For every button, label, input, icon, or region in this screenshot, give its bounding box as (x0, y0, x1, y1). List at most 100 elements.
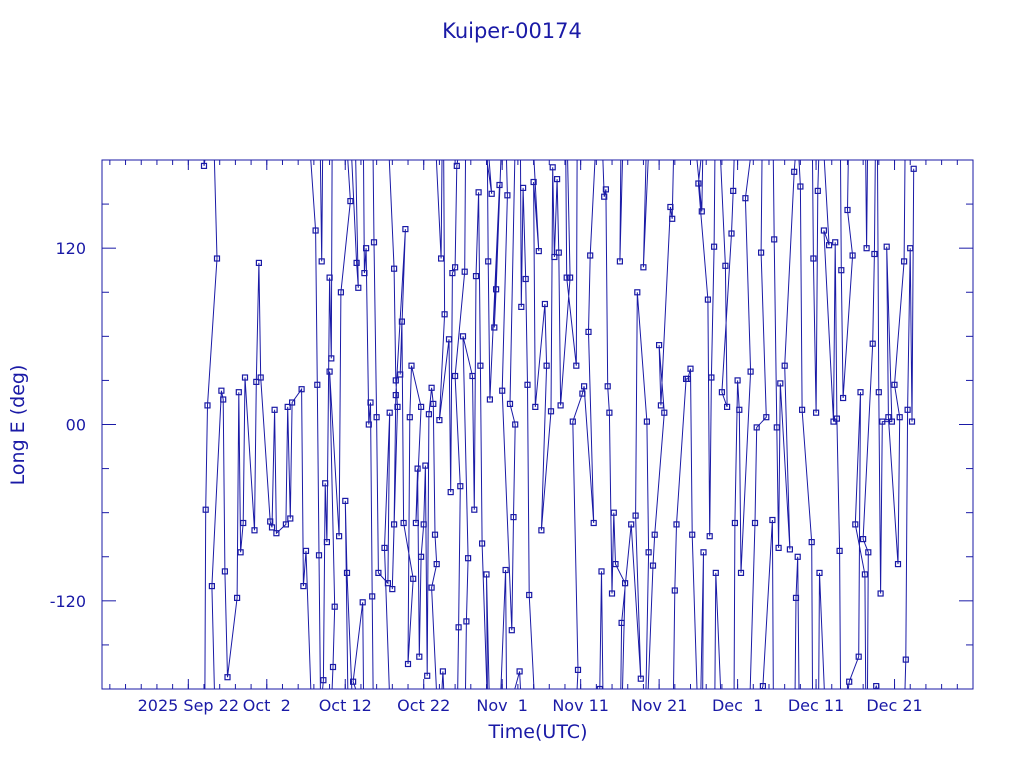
data-point (508, 627, 515, 634)
data-point (695, 180, 702, 187)
data-point (596, 685, 603, 689)
y-tick-label: -120 (50, 592, 86, 611)
data-point (287, 515, 294, 522)
axis-ticks (102, 160, 974, 689)
data-point (839, 394, 847, 402)
data-point (891, 381, 898, 388)
data-point (535, 248, 542, 255)
data-point (410, 575, 417, 582)
data-point (208, 582, 215, 590)
data-point (504, 192, 511, 199)
data-point (516, 668, 523, 675)
data-point (425, 411, 432, 418)
data-point (832, 239, 839, 246)
data-point (422, 462, 429, 469)
data-point (367, 399, 374, 406)
data-point (472, 273, 480, 280)
series-line (203, 160, 915, 689)
data-point (637, 675, 644, 682)
data-point (712, 569, 719, 577)
data-point (424, 672, 431, 679)
x-tick-label: 2025 Sep 22 (138, 696, 239, 715)
data-point (381, 544, 388, 552)
data-point (394, 403, 401, 410)
data-point (820, 227, 828, 234)
data-point (453, 162, 460, 169)
data-point (386, 409, 393, 416)
data-point (428, 384, 435, 391)
data-point (518, 303, 525, 310)
data-point (477, 362, 484, 369)
data-point (237, 549, 244, 556)
data-point (389, 585, 396, 593)
y-axis-label: Long E (deg) (7, 365, 29, 486)
data-point (267, 518, 274, 525)
x-tick-label: Dec 11 (788, 696, 844, 715)
data-point (414, 465, 421, 472)
y-tick-label: 00 (66, 416, 86, 435)
data-point (833, 415, 841, 422)
data-point (320, 677, 327, 684)
data-point (361, 270, 368, 277)
data-point (350, 678, 357, 685)
data-point (323, 538, 330, 546)
data-point (284, 403, 291, 410)
data-point (580, 383, 588, 390)
data-point (530, 178, 537, 186)
data-point (777, 380, 784, 387)
data-point (384, 580, 391, 587)
data-point (730, 187, 737, 194)
data-point (431, 531, 439, 538)
chart-title: Kuiper-00174 (442, 19, 582, 43)
data-point (604, 383, 611, 390)
data-point (628, 521, 635, 528)
data-point (400, 519, 407, 527)
data-point (640, 264, 647, 271)
data-point (331, 603, 338, 610)
data-point (814, 187, 821, 194)
data-point (298, 386, 305, 393)
data-point (493, 286, 500, 293)
data-point (598, 568, 605, 575)
data-point (812, 409, 820, 416)
data-point (773, 424, 780, 431)
data-point (452, 372, 459, 380)
x-tick-label: Oct 12 (319, 696, 372, 715)
data-point (731, 519, 739, 527)
data-point (857, 389, 864, 396)
data-point (251, 527, 258, 534)
data-point (661, 409, 668, 416)
x-axis-tick-labels: 2025 Sep 22 Oct 2 Oct 12 Oct 22 Nov 1 Nov 11 N… (138, 696, 923, 715)
data-point (904, 406, 911, 413)
data-point (753, 424, 760, 431)
data-point (220, 396, 227, 403)
data-point (797, 183, 804, 190)
data-point (859, 535, 867, 543)
data-point (751, 519, 759, 527)
data-point (457, 483, 464, 490)
data-point (402, 226, 409, 233)
data-point (763, 414, 770, 421)
data-point (808, 538, 815, 546)
data-point (471, 506, 478, 513)
data-point (718, 389, 726, 396)
data-point (888, 418, 896, 425)
x-tick-label: Oct 22 (397, 696, 450, 715)
data-point (667, 203, 674, 211)
data-point (538, 527, 545, 534)
data-point (397, 371, 404, 378)
data-point (392, 392, 399, 399)
data-point (657, 402, 665, 409)
data-point (510, 513, 517, 521)
data-point (849, 252, 856, 259)
data-point (541, 300, 549, 308)
data-point (420, 521, 427, 528)
data-point (235, 389, 242, 396)
data-point (838, 267, 845, 274)
data-point (268, 524, 276, 531)
data-point (706, 533, 713, 540)
data-point (728, 230, 735, 237)
data-point (438, 255, 445, 262)
data-point (737, 569, 745, 577)
